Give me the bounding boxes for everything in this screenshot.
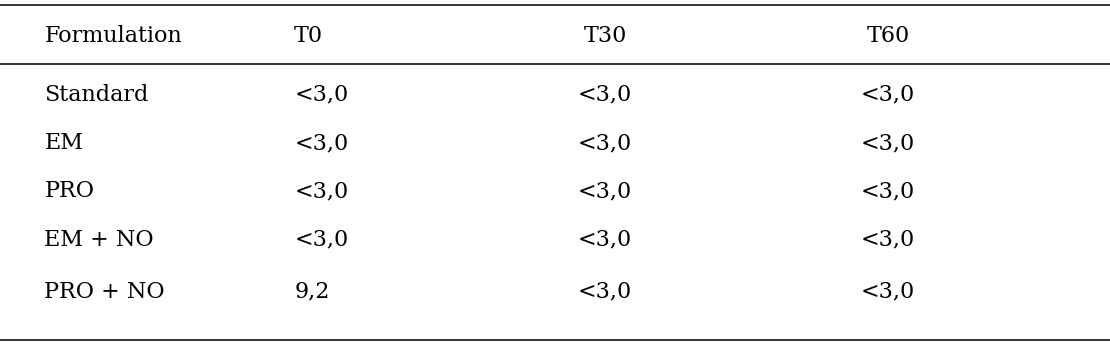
Text: <3,0: <3,0	[861, 84, 915, 106]
Text: T60: T60	[867, 25, 909, 47]
Text: <3,0: <3,0	[578, 180, 632, 203]
Text: <3,0: <3,0	[861, 280, 915, 303]
Text: <3,0: <3,0	[861, 229, 915, 251]
Text: T30: T30	[583, 25, 627, 47]
Text: <3,0: <3,0	[861, 180, 915, 203]
Text: <3,0: <3,0	[294, 180, 349, 203]
Text: PRO: PRO	[44, 180, 94, 203]
Text: <3,0: <3,0	[861, 132, 915, 154]
Text: <3,0: <3,0	[294, 229, 349, 251]
Text: PRO + NO: PRO + NO	[44, 280, 165, 303]
Text: <3,0: <3,0	[578, 280, 632, 303]
Text: 9,2: 9,2	[294, 280, 330, 303]
Text: <3,0: <3,0	[578, 84, 632, 106]
Text: Standard: Standard	[44, 84, 149, 106]
Text: EM: EM	[44, 132, 83, 154]
Text: <3,0: <3,0	[294, 84, 349, 106]
Text: <3,0: <3,0	[578, 229, 632, 251]
Text: <3,0: <3,0	[294, 132, 349, 154]
Text: EM + NO: EM + NO	[44, 229, 154, 251]
Text: <3,0: <3,0	[578, 132, 632, 154]
Text: T0: T0	[294, 25, 323, 47]
Text: Formulation: Formulation	[44, 25, 182, 47]
